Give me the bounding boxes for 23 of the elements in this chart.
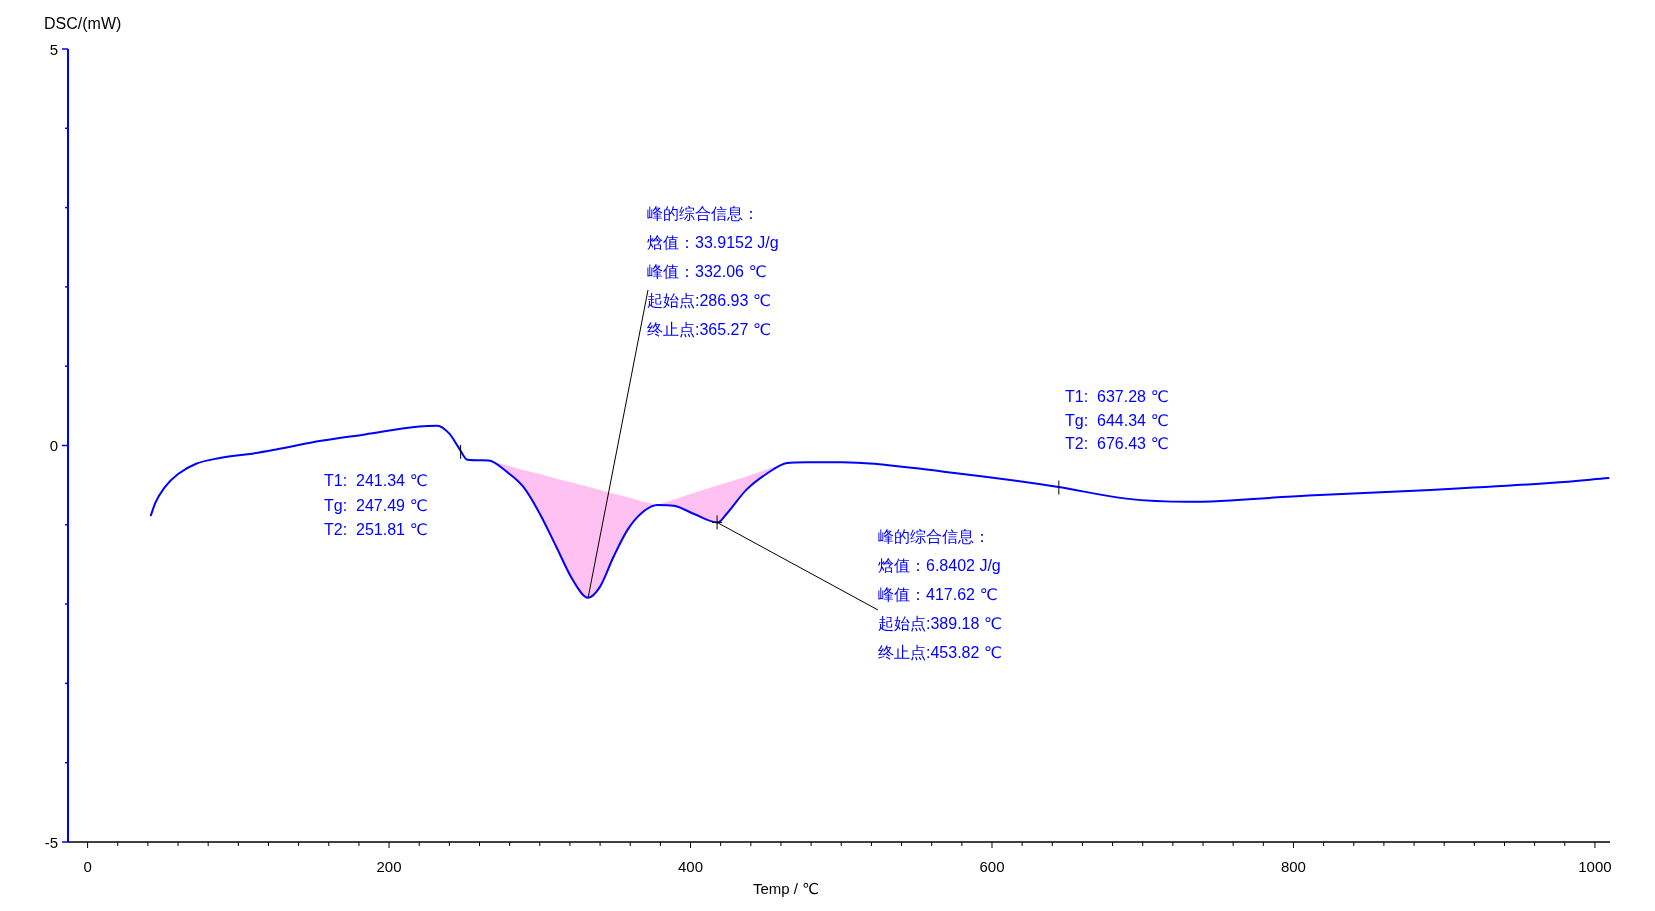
y-tick-label: 5 — [49, 40, 58, 58]
annotation: 起始点:286.93 ℃ — [647, 292, 771, 309]
annotation: 峰的综合信息： — [878, 528, 990, 545]
x-tick-label: 200 — [376, 857, 402, 875]
x-tick-label: 400 — [678, 857, 704, 875]
x-tick-label: 800 — [1280, 857, 1306, 875]
annotation: T1: 241.34 ℃ Tg: 247.49 ℃ T2: 251.81 ℃ — [324, 472, 428, 538]
annotation: 起始点:389.18 ℃ — [878, 615, 1002, 632]
y-tick-label: -5 — [44, 833, 58, 851]
annotation: 终止点:365.27 ℃ — [647, 321, 771, 338]
annotation: T1: 637.28 ℃ Tg: 644.34 ℃ T2: 676.43 ℃ — [1065, 388, 1169, 452]
annotation: 峰值：332.06 ℃ — [647, 263, 767, 280]
annotation: 峰的综合信息： — [647, 205, 759, 222]
y-axis-title: DSC/(mW) — [44, 15, 122, 32]
x-tick-label: 1000 — [1578, 857, 1612, 875]
annotation: 焓值：33.9152 J/g — [647, 234, 779, 251]
annotation: 终止点:453.82 ℃ — [878, 644, 1002, 661]
annotation: 焓值：6.8402 J/g — [878, 557, 1001, 574]
x-tick-label: 0 — [83, 857, 92, 875]
x-axis-title: Temp / ℃ — [752, 880, 820, 897]
x-tick-label: 600 — [979, 857, 1005, 875]
annotation: 峰值：417.62 ℃ — [878, 586, 998, 603]
y-tick-label: 0 — [49, 437, 58, 454]
